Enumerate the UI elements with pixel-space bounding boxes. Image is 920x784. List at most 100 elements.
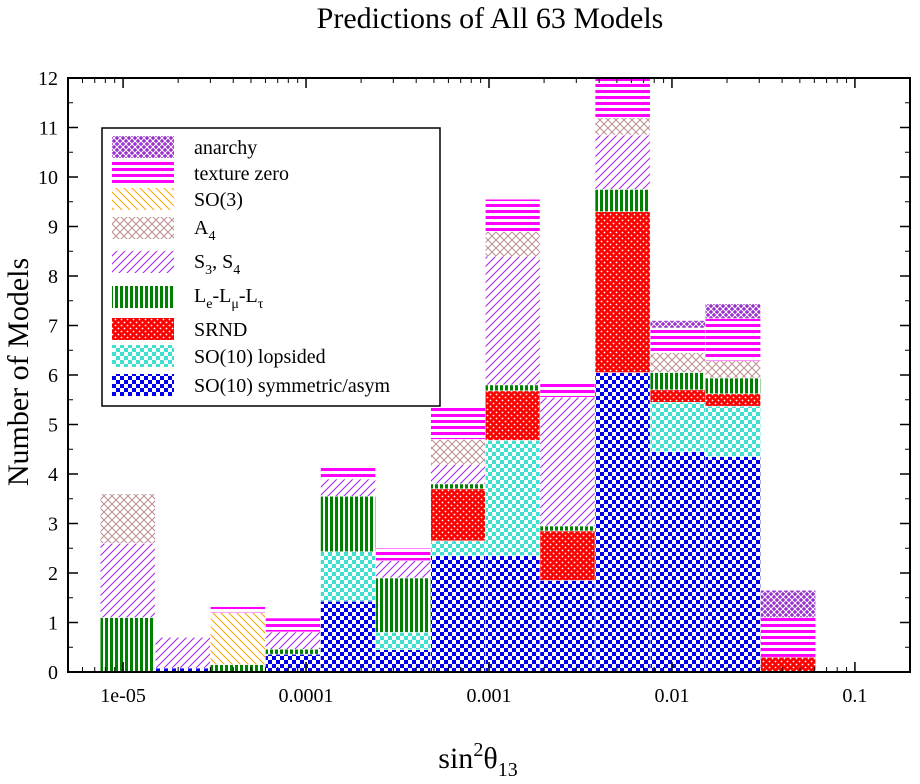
bar-segment-1-bin-10 xyxy=(649,401,706,452)
bar-segment-7-bin-5 xyxy=(375,548,431,561)
legend-entry-anarchy: anarchy xyxy=(112,136,257,159)
bar-segment-2-bin-11 xyxy=(704,393,761,407)
bar-segment-7-bin-7 xyxy=(485,199,541,232)
bar-segment-5-bin-9 xyxy=(594,117,651,136)
bar-segment-7-bin-3 xyxy=(265,617,321,633)
bar-segment-2-bin-10 xyxy=(649,389,706,403)
bar-segment-5-bin-7 xyxy=(485,231,541,257)
bar-segment-4-bin-4 xyxy=(320,478,376,497)
y-tick-label: 9 xyxy=(48,217,58,239)
bar-segment-8-bin-12 xyxy=(760,590,816,618)
bar-segment-2-bin-9 xyxy=(594,211,651,373)
bar-segment-7-bin-11 xyxy=(704,318,761,361)
bar-segment-4-bin-7 xyxy=(485,255,541,386)
legend-label-so10-lopsided: SO(10) lopsided xyxy=(194,346,326,368)
legend-label-anarchy: anarchy xyxy=(194,137,257,159)
bar-segment-5-bin-0 xyxy=(99,493,156,544)
legend-entry-srnd: SRND xyxy=(112,318,247,341)
legend-swatch-srnd xyxy=(112,318,174,340)
legend-swatch-so10-lopsided xyxy=(112,345,174,367)
y-axis-label: Number of Models xyxy=(2,258,35,486)
bar-segment-7-bin-6 xyxy=(430,406,486,440)
bar-segment-2-bin-7 xyxy=(485,390,541,441)
bar-segment-1-bin-4 xyxy=(320,551,376,602)
bar-segment-7-bin-10 xyxy=(649,327,706,353)
x-axis-label-theta: θ xyxy=(483,742,497,775)
bar-segment-0-bin-10 xyxy=(649,451,706,673)
x-tick-label: 1e-05 xyxy=(100,685,146,707)
bars-layer xyxy=(99,77,816,673)
y-tick-label: 1 xyxy=(48,613,58,635)
legend-label-s3s4-base: S xyxy=(194,251,205,273)
bar-segment-0-bin-5 xyxy=(375,649,431,673)
bar-segment-1-bin-5 xyxy=(375,632,431,650)
chart-title: Predictions of All 63 Models xyxy=(317,2,664,35)
bar-segment-1-bin-11 xyxy=(704,405,761,457)
legend-label-s3s4: S3, S4 xyxy=(194,251,240,278)
legend-entry-texture-zero: texture zero xyxy=(112,162,289,185)
bar-segment-0-bin-6 xyxy=(430,555,486,673)
x-tick-label: 0.1 xyxy=(842,685,867,707)
legend-label-le: L xyxy=(194,285,206,307)
x-axis-label: sin2θ13 xyxy=(438,739,517,781)
bar-segment-8-bin-10 xyxy=(649,320,706,329)
legend: anarchy texture zero SO(3) A4 S3, S4 Le-… xyxy=(101,127,441,407)
legend-entry-lepton-number: Le-Lμ-Lτ xyxy=(112,285,264,312)
legend-label-le-sub: e xyxy=(206,297,212,312)
bar-segment-5-bin-11 xyxy=(704,360,761,379)
legend-label-s3s4-mid: , S xyxy=(212,251,233,273)
bar-segment-7-bin-4 xyxy=(320,465,376,480)
bar-segment-3-bin-10 xyxy=(649,372,706,391)
legend-label-a4-sub: 4 xyxy=(208,229,215,244)
bar-segment-3-bin-11 xyxy=(704,377,761,395)
legend-label-lmu-sub: μ xyxy=(231,297,239,312)
y-tick-label: 6 xyxy=(48,365,58,387)
x-tick-label: 0.01 xyxy=(654,685,689,707)
legend-swatch-s3s4 xyxy=(112,251,174,273)
legend-label-ltau-sub: τ xyxy=(258,297,264,312)
bar-segment-1-bin-6 xyxy=(430,540,486,556)
bar-segment-4-bin-5 xyxy=(375,560,431,579)
bar-segment-0-bin-9 xyxy=(594,372,651,673)
bar-segment-5-bin-6 xyxy=(430,439,486,465)
legend-swatch-lepton-number xyxy=(112,286,174,308)
bar-segment-4-bin-6 xyxy=(430,463,486,485)
y-tick-label: 12 xyxy=(38,68,58,90)
legend-label-ltau: -L xyxy=(239,285,258,307)
legend-entry-s3s4: S3, S4 xyxy=(112,251,240,278)
bar-segment-7-bin-2 xyxy=(210,606,266,613)
legend-swatch-so10-symmetric xyxy=(112,374,174,396)
bar-segment-7-bin-8 xyxy=(539,382,596,398)
bar-segment-3-bin-4 xyxy=(320,496,376,552)
bar-segment-0-bin-4 xyxy=(320,600,376,673)
bar-segment-4-bin-9 xyxy=(594,134,651,190)
legend-label-a4: A4 xyxy=(194,217,215,244)
x-axis-label-base: sin xyxy=(438,742,473,775)
y-tick-label: 5 xyxy=(48,415,58,437)
bar-segment-0-bin-3 xyxy=(265,653,321,673)
bar-segment-5-bin-10 xyxy=(649,352,706,373)
bar-segment-4-bin-0 xyxy=(99,543,156,618)
bar-segment-2-bin-8 xyxy=(539,530,596,581)
legend-label-so10-symmetric: SO(10) symmetric/asym xyxy=(194,375,391,397)
bar-segment-0-bin-11 xyxy=(704,456,761,673)
bar-segment-3-bin-2 xyxy=(210,664,266,673)
bar-segment-7-bin-12 xyxy=(760,617,816,658)
bar-segment-3-bin-8 xyxy=(539,525,596,532)
legend-label-a4-base: A xyxy=(194,217,209,239)
legend-swatch-anarchy xyxy=(112,136,174,158)
x-tick-label: 0.001 xyxy=(467,685,512,707)
y-tick-label: 3 xyxy=(48,514,58,536)
legend-label-s3s4-sub: 3 xyxy=(205,263,212,278)
x-axis-label-sup: 2 xyxy=(473,739,483,761)
y-tick-label: 0 xyxy=(48,662,58,684)
y-tick-label: 8 xyxy=(48,266,58,288)
y-tick-label: 2 xyxy=(48,563,58,585)
legend-swatch-so3 xyxy=(112,188,174,210)
legend-swatch-a4 xyxy=(112,217,174,239)
legend-swatch-texture-zero xyxy=(112,162,174,184)
bar-segment-3-bin-6 xyxy=(430,483,486,490)
bar-segment-4-bin-1 xyxy=(155,637,211,669)
legend-entry-so3: SO(3) xyxy=(112,188,243,211)
